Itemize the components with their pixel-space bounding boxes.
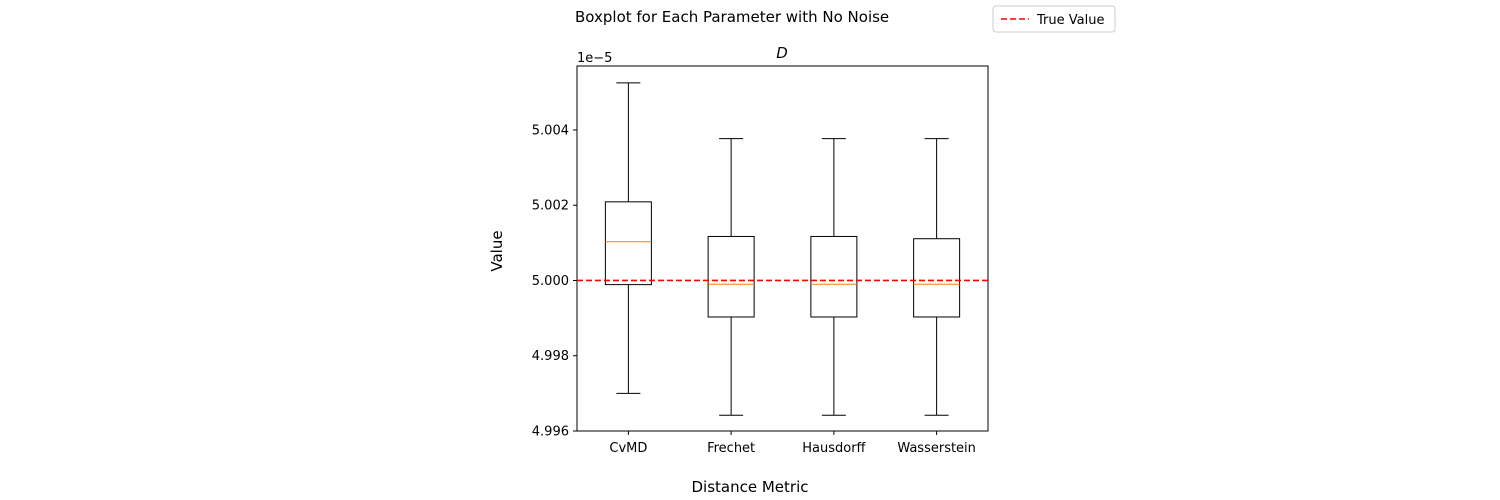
x-axis-title: Distance Metric [692, 478, 809, 496]
box-hausdorff [810, 235, 858, 318]
y-scale-label: 1e−5 [577, 51, 612, 66]
box-cvmd [604, 201, 652, 286]
panel-title: D [776, 44, 788, 62]
x-tick-label: CvMD [609, 441, 647, 456]
plot-frame [576, 65, 989, 432]
y-tick-label: 5.002 [532, 199, 569, 214]
plot-area: 4.996 4.998 5.000 5.002 5.004 CvMD Frechet Haus… [532, 65, 989, 456]
x-tick-label: Frechet [707, 441, 755, 456]
y-tick-label: 4.996 [532, 425, 569, 440]
box-frechet [707, 235, 755, 318]
y-tick-label: 5.000 [532, 274, 569, 289]
legend: True Value [992, 5, 1116, 33]
box-wasserstein [913, 238, 961, 318]
chart-suptitle: Boxplot for Each Parameter with No Noise [575, 8, 889, 26]
y-tick-label: 4.998 [532, 349, 569, 364]
x-tick-label: Hausdorff [802, 441, 866, 456]
legend-label-true-value: True Value [1036, 13, 1104, 28]
x-tick-label: Wasserstein [897, 441, 976, 456]
y-tick-label: 5.004 [532, 123, 569, 138]
legend-frame [992, 5, 1116, 33]
y-axis-title: Value [488, 230, 506, 271]
